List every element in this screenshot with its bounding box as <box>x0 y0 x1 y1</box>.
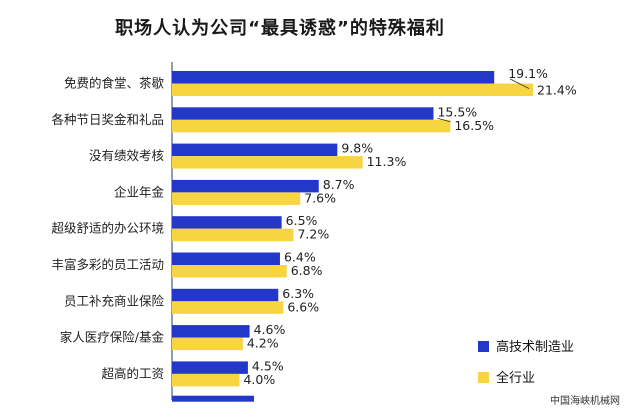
bar-series-1 <box>172 216 282 229</box>
data-label-series-2: 6.8% <box>291 263 323 278</box>
bar-series-2 <box>172 192 301 205</box>
category-label: 没有绩效考核 <box>89 148 165 163</box>
bar-series-1 <box>172 179 319 193</box>
bar-series-1 <box>172 143 338 157</box>
data-label-series-2: 7.6% <box>304 190 336 205</box>
category-label: 家人医疗保险/基金 <box>60 330 165 345</box>
category-label: 各种节日奖金和礼品 <box>51 112 164 127</box>
legend-label-series-1: 高技术制造业 <box>496 339 574 355</box>
data-label-series-1: 8.7% <box>323 177 355 192</box>
category-label: 员工补充商业保险 <box>64 293 165 308</box>
bar-series-2 <box>172 373 240 387</box>
bar-series-2 <box>172 337 243 351</box>
watermark: 中国海峡机械网 <box>550 396 620 407</box>
bar-series-2 <box>172 301 284 314</box>
bar-series-1 <box>172 71 495 84</box>
legend-swatch-series-2 <box>478 372 489 383</box>
bar-series-2 <box>172 83 533 96</box>
bar-series-1 <box>172 325 250 338</box>
category-label: 超高的工资 <box>101 366 164 381</box>
legend-swatch-series-1 <box>478 341 489 352</box>
bar-series-2 <box>172 156 363 169</box>
bar-series-2 <box>172 265 287 278</box>
category-label: 免费的食堂、茶歇 <box>64 76 165 91</box>
category-label: 超级舒适的办公环境 <box>51 221 164 236</box>
data-label-series-1: 19.1% <box>508 66 548 81</box>
bar-series-1 <box>172 252 280 265</box>
category-label: 企业年金 <box>114 184 165 199</box>
data-label-series-2: 7.2% <box>297 227 329 242</box>
bar-series-1 <box>172 288 279 302</box>
data-label-series-2: 4.2% <box>247 336 279 351</box>
data-label-series-1: 6.3% <box>282 286 314 301</box>
bar-series-2 <box>172 228 294 242</box>
bar-series-1 <box>172 361 248 374</box>
chart-title: 职场人认为公司“最具诱惑”的特殊福利 <box>115 18 445 39</box>
data-label-series-2: 6.6% <box>287 299 319 314</box>
data-label-series-1: 6.5% <box>286 213 318 228</box>
legend-label-series-2: 全行业 <box>496 370 535 386</box>
data-label-series-2: 11.3% <box>367 154 407 169</box>
category-label: 丰富多彩的员工活动 <box>51 257 164 272</box>
data-label-series-1: 4.6% <box>254 322 286 337</box>
data-label-series-2: 4.0% <box>243 372 275 387</box>
leader-line <box>510 78 530 89</box>
data-label-series-1: 9.8% <box>341 141 373 156</box>
bar-series-1-partial <box>172 395 254 402</box>
data-label-series-2: 21.4% <box>537 83 577 98</box>
data-label-series-2: 16.5% <box>454 118 494 133</box>
data-label-series-1: 15.5% <box>437 104 477 119</box>
data-label-series-1: 4.5% <box>252 358 284 373</box>
bar-series-2 <box>172 119 451 133</box>
leader-line <box>437 117 451 123</box>
bar-series-1 <box>172 107 434 120</box>
data-label-series-1: 6.4% <box>284 250 316 265</box>
